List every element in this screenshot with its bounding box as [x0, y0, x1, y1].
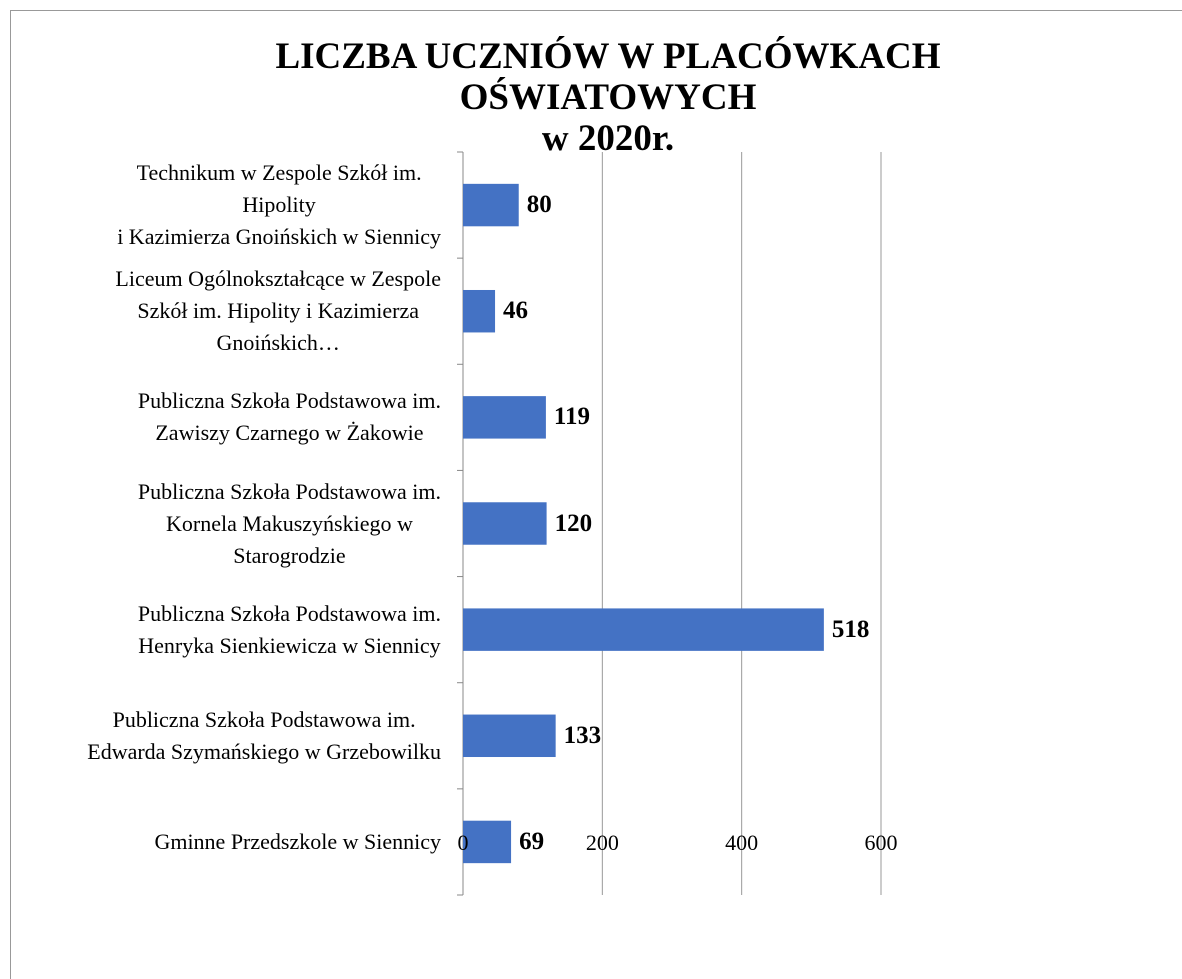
- y-tick-label: Publiczna Szkoła Podstawowa im. Edwarda …: [87, 706, 441, 764]
- x-tick-label: 400: [725, 830, 759, 855]
- x-tick-label: 200: [585, 830, 619, 855]
- y-tick-label: Gminne Przedszkole w Siennicy: [154, 828, 441, 854]
- data-label: 80: [526, 191, 552, 219]
- y-tick-label: Technikum w Zespole Szkół im. Hipolity i…: [117, 160, 441, 250]
- data-label: 518: [831, 615, 870, 643]
- data-label: 46: [503, 297, 529, 325]
- bar: [463, 608, 824, 651]
- data-label: 69: [519, 827, 545, 855]
- y-tick-label: Publiczna Szkoła Podstawowa im. Kornela …: [137, 478, 441, 568]
- data-label: 120: [554, 509, 593, 537]
- chart-title: LICZBA UCZNIÓW W PLACÓWKACH OŚWIATOWYCH …: [275, 36, 941, 159]
- y-tick-label: Liceum Ogólnokształcące w Zespole Szkół …: [115, 266, 441, 356]
- bar: [463, 289, 496, 333]
- data-label: 133: [563, 721, 602, 749]
- data-label: 119: [553, 403, 591, 431]
- bar: [463, 820, 512, 864]
- bar: [463, 502, 547, 545]
- bar: [463, 714, 556, 758]
- x-tick-label: 600: [864, 830, 898, 855]
- bar: [463, 183, 519, 227]
- y-tick-label: Publiczna Szkoła Podstawowa im. Henryka …: [137, 600, 441, 658]
- y-tick-label: Publiczna Szkoła Podstawowa im. Zawiszy …: [137, 388, 441, 446]
- x-tick-label: 0: [457, 830, 469, 855]
- bar: [463, 396, 546, 439]
